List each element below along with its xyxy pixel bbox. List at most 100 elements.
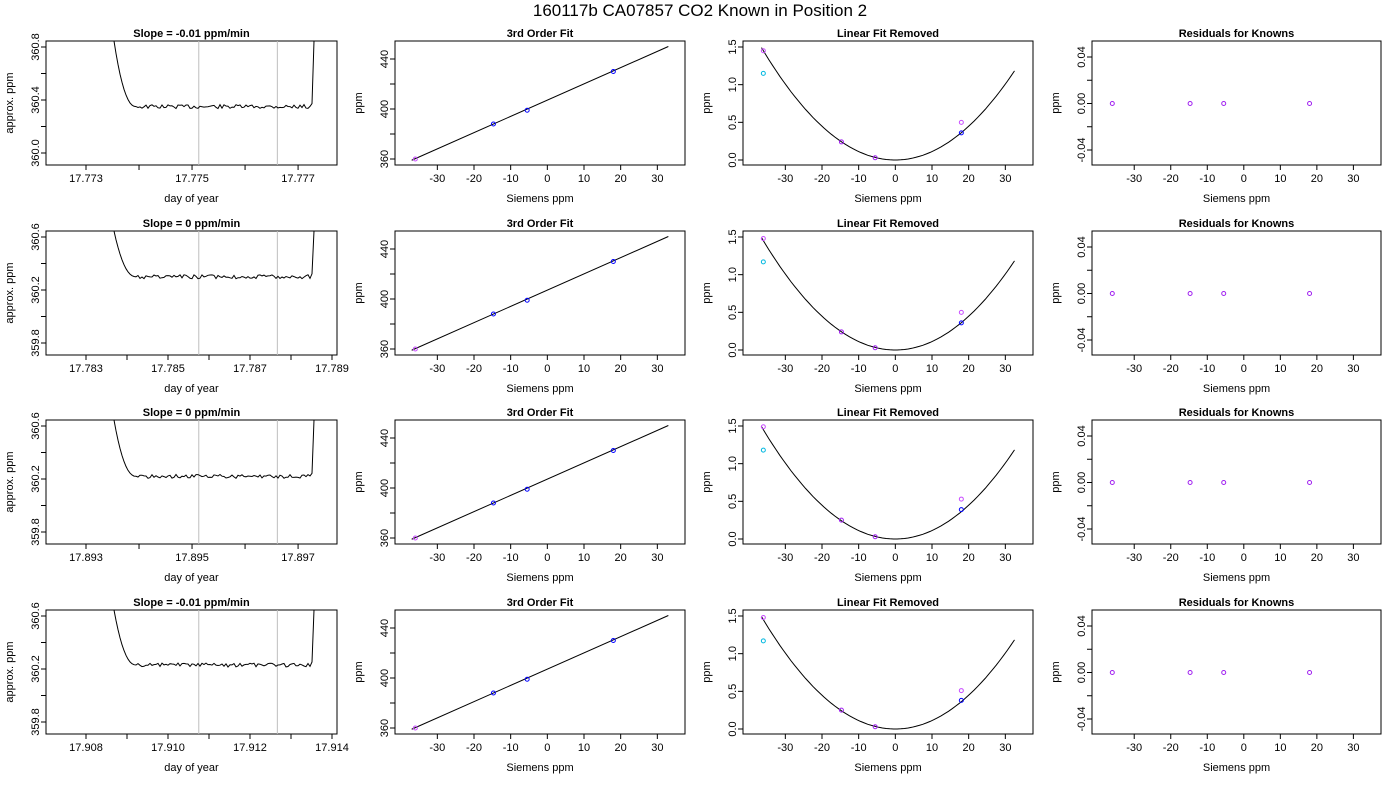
- y-tick-label: 359.8: [30, 708, 42, 736]
- x-tick-label: -20: [466, 742, 482, 754]
- y-tick-label: 0.5: [727, 494, 739, 509]
- residual-point: [1307, 101, 1313, 106]
- plot-frame: [742, 419, 1034, 545]
- co2-trace: [113, 419, 315, 480]
- x-tick-label: -30: [1126, 173, 1142, 185]
- residual-point: [1187, 480, 1193, 485]
- x-tick-label: -10: [851, 363, 867, 375]
- y-tick-label: 0.00: [1076, 283, 1088, 304]
- x-tick-label: -20: [814, 173, 830, 185]
- panel-r1-c2: 3rd Order Fit Siemens ppm ppm -30 -20 -10 0 10 2…: [353, 28, 686, 205]
- y-axis-label: ppm: [701, 471, 713, 492]
- fit-point: [958, 496, 964, 502]
- known-point: [524, 297, 530, 303]
- panel-r4-c4: Residuals for Knowns Siemens ppm ppm -30 -20…: [1050, 597, 1382, 774]
- x-tick-label: 10: [1274, 552, 1286, 564]
- x-tick-label: 0: [544, 552, 550, 564]
- co2-trace: [113, 40, 315, 110]
- plot-frame: [45, 609, 338, 735]
- x-tick-label: -10: [503, 173, 519, 185]
- y-tick-label: 360: [379, 150, 391, 168]
- x-tick-label: -30: [429, 742, 445, 754]
- x-axis-label: Siemens ppm: [506, 193, 573, 205]
- y-tick-label: 400: [379, 290, 391, 308]
- fit-point: [958, 130, 964, 136]
- fit-point: [838, 329, 844, 335]
- x-tick-label: 0: [1241, 552, 1247, 564]
- x-tick-label: 17.783: [69, 363, 103, 375]
- residual-point: [1109, 101, 1115, 106]
- x-tick-label: -10: [1199, 173, 1215, 185]
- residual-point: [1187, 291, 1193, 296]
- y-axis-label: approx. ppm: [4, 451, 16, 512]
- plot-frame: [394, 609, 686, 735]
- x-tick-label: 17.789: [315, 363, 349, 375]
- x-tick-label: 10: [926, 363, 938, 375]
- y-axis-label: ppm: [353, 92, 365, 113]
- panel-r4-c2: 3rd Order Fit Siemens ppm ppm -30 -20 -10 0 10 2…: [353, 597, 686, 774]
- residual-point: [1221, 291, 1227, 296]
- x-axis-label: day of year: [164, 572, 219, 584]
- x-tick-label: 20: [615, 552, 627, 564]
- fit-point: [760, 236, 766, 242]
- x-axis-label: day of year: [164, 193, 219, 205]
- fit-point: [760, 638, 766, 644]
- y-axis-label: ppm: [1050, 471, 1062, 492]
- x-tick-label: 20: [963, 742, 975, 754]
- panel-title: Residuals for Knowns: [1179, 218, 1295, 230]
- x-axis-label: Siemens ppm: [506, 383, 573, 395]
- x-tick-label: -10: [1199, 552, 1215, 564]
- x-tick-label: 17.773: [69, 173, 103, 185]
- x-axis-label: Siemens ppm: [854, 193, 921, 205]
- y-axis-label: ppm: [353, 471, 365, 492]
- y-axis-label: ppm: [1050, 661, 1062, 682]
- x-tick-label: 30: [651, 363, 663, 375]
- fit-point: [760, 615, 766, 621]
- y-axis-label: ppm: [1050, 92, 1062, 113]
- known-point: [490, 311, 496, 317]
- y-tick-label: 1.5: [727, 418, 739, 433]
- y-axis-label: approx. ppm: [4, 262, 16, 323]
- known-point: [412, 725, 418, 731]
- x-tick-label: -10: [851, 173, 867, 185]
- y-tick-label: 0.00: [1076, 472, 1088, 493]
- panel-title: Residuals for Knowns: [1179, 28, 1295, 40]
- x-tick-label: -10: [1199, 363, 1215, 375]
- residual-point: [1307, 480, 1313, 485]
- x-axis-label: Siemens ppm: [1203, 383, 1270, 395]
- x-tick-label: 17.910: [151, 742, 185, 754]
- y-axis-label: ppm: [353, 661, 365, 682]
- y-tick-label: 1.0: [727, 77, 739, 92]
- y-tick-label: 400: [379, 100, 391, 118]
- x-tick-label: -30: [777, 363, 793, 375]
- y-tick-label: 0.0: [727, 152, 739, 167]
- fit-point: [958, 507, 964, 513]
- fit-point: [838, 707, 844, 713]
- plot-frame: [45, 230, 338, 356]
- x-tick-label: 17.914: [315, 742, 349, 754]
- x-tick-label: 20: [1311, 363, 1323, 375]
- y-tick-label: 440: [379, 429, 391, 447]
- x-tick-label: -30: [1126, 742, 1142, 754]
- x-axis-label: Siemens ppm: [854, 762, 921, 774]
- y-tick-label: 400: [379, 669, 391, 687]
- y-tick-label: 440: [379, 240, 391, 258]
- residual-curve: [761, 237, 1015, 351]
- known-point: [490, 500, 496, 506]
- panel-r2-c3: Linear Fit Removed Siemens ppm ppm -30 -20 -1…: [701, 218, 1034, 395]
- plot-frame: [742, 40, 1034, 166]
- y-tick-label: 360.6: [30, 412, 42, 440]
- y-tick-label: 400: [379, 479, 391, 497]
- y-tick-label: 0.5: [727, 115, 739, 130]
- x-tick-label: -20: [1163, 173, 1179, 185]
- y-tick-label: 440: [379, 50, 391, 68]
- x-tick-label: 20: [615, 363, 627, 375]
- x-axis-label: Siemens ppm: [1203, 572, 1270, 584]
- y-tick-label: 360.0: [30, 139, 42, 167]
- co2-trace: [113, 230, 315, 280]
- x-tick-label: 30: [651, 552, 663, 564]
- plot-frame: [394, 40, 686, 166]
- x-tick-label: 20: [615, 742, 627, 754]
- panel-title: Linear Fit Removed: [837, 597, 939, 609]
- known-point: [524, 676, 530, 682]
